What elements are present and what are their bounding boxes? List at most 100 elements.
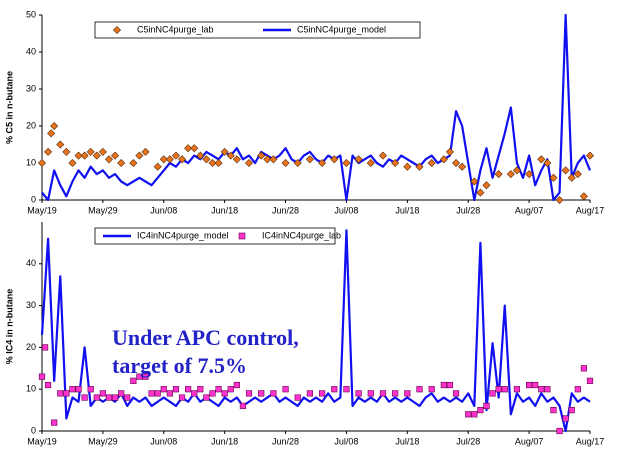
data-point	[81, 394, 88, 401]
data-point	[57, 390, 64, 397]
data-point	[446, 381, 454, 389]
data-point	[191, 390, 198, 397]
data-point	[124, 394, 131, 401]
x-tick-label: Jun/28	[272, 205, 299, 215]
data-point	[544, 386, 551, 393]
data-point	[404, 390, 411, 397]
data-point	[202, 155, 211, 164]
data-point	[185, 386, 192, 393]
data-point	[573, 170, 582, 179]
y-tick-label: 30	[26, 300, 36, 310]
data-point	[343, 386, 350, 393]
data-point	[318, 158, 327, 168]
data-point	[526, 381, 533, 389]
data-point	[209, 390, 216, 397]
data-point	[130, 377, 137, 384]
data-point	[428, 386, 435, 393]
data-point	[416, 386, 423, 393]
data-point	[220, 147, 229, 156]
data-point	[543, 158, 552, 168]
data-point	[538, 386, 545, 393]
annotation: target of 7.5%	[112, 353, 247, 378]
data-point	[331, 386, 338, 393]
data-point	[562, 415, 569, 422]
data-point	[567, 173, 576, 182]
data-point	[233, 381, 240, 389]
data-point	[80, 151, 89, 160]
data-point	[142, 373, 149, 380]
data-point	[482, 181, 491, 190]
data-point	[178, 155, 187, 164]
data-point	[293, 158, 302, 168]
legend-label: C5inNC4purge_lab	[137, 24, 214, 34]
x-tick-label: Jul/18	[395, 436, 419, 446]
data-point	[129, 158, 138, 168]
data-point	[172, 386, 180, 393]
data-point	[160, 386, 167, 393]
data-point	[141, 147, 150, 156]
data-point	[580, 365, 588, 372]
x-tick-label: Jun/18	[211, 436, 238, 446]
data-point	[50, 121, 59, 131]
data-point	[63, 390, 70, 397]
data-point	[415, 162, 424, 171]
x-tick-label: Jun/28	[272, 436, 299, 446]
data-point	[118, 390, 125, 397]
data-point	[494, 170, 503, 179]
data-point	[68, 158, 77, 168]
data-point	[37, 158, 47, 168]
x-tick-label: Jun/18	[211, 205, 238, 215]
data-point	[568, 406, 575, 414]
x-tick-label: May/19	[27, 205, 57, 215]
data-point	[38, 373, 46, 380]
data-point	[62, 147, 71, 156]
data-point	[263, 155, 272, 164]
data-point	[86, 147, 95, 156]
data-point	[465, 411, 472, 418]
x-tick-label: Jun/08	[150, 436, 177, 446]
data-point	[215, 386, 222, 393]
data-point	[270, 390, 277, 397]
data-point	[47, 129, 56, 138]
y-tick-label: 10	[26, 157, 36, 167]
y-tick-label: 0	[31, 425, 36, 435]
x-tick-label: May/29	[88, 205, 118, 215]
y-tick-label: 40	[26, 46, 36, 56]
x-tick-label: Aug/17	[576, 205, 605, 215]
data-point	[154, 390, 161, 397]
data-point	[226, 151, 235, 160]
data-line	[40, 229, 591, 433]
data-point	[56, 140, 65, 149]
x-tick-label: May/19	[27, 436, 57, 446]
data-point	[197, 386, 204, 393]
data-point	[257, 151, 266, 160]
data-point	[440, 381, 447, 389]
data-point	[269, 155, 278, 164]
data-line	[41, 13, 592, 202]
x-tick-label: Jul/08	[334, 205, 358, 215]
data-point	[379, 390, 387, 397]
data-point	[561, 166, 570, 175]
legend-label: IC4inNC4purge_lab	[262, 230, 341, 240]
data-point	[355, 390, 362, 397]
data-point	[556, 427, 563, 435]
data-point	[306, 390, 314, 397]
data-point	[282, 386, 289, 393]
x-tick-label: Jun/08	[150, 205, 177, 215]
data-point	[245, 390, 253, 397]
data-point	[525, 170, 534, 179]
data-point	[513, 386, 521, 393]
data-point	[471, 411, 478, 418]
data-point	[69, 386, 76, 393]
data-point	[403, 162, 412, 171]
data-point	[452, 390, 460, 397]
data-point	[196, 151, 205, 160]
data-point	[239, 402, 247, 410]
y-tick-label: 0	[31, 194, 36, 204]
y-tick-label: 20	[26, 120, 36, 130]
data-point	[104, 155, 114, 164]
x-tick-label: Jul/28	[456, 205, 480, 215]
data-point	[512, 166, 521, 175]
legend-swatch	[112, 25, 122, 35]
data-point	[585, 151, 595, 160]
